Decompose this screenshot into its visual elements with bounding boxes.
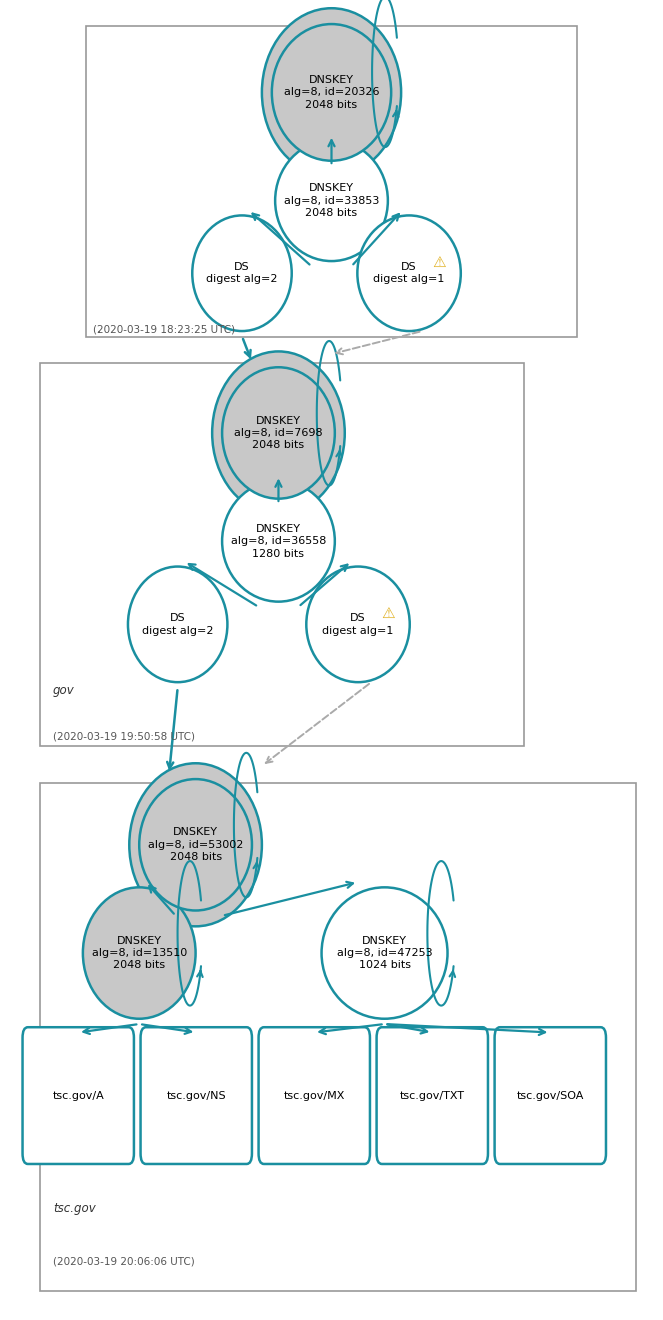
- Text: ⚠: ⚠: [432, 255, 446, 271]
- Text: DNSKEY
alg=8, id=13510
2048 bits: DNSKEY alg=8, id=13510 2048 bits: [91, 936, 187, 970]
- FancyBboxPatch shape: [40, 783, 636, 1291]
- Ellipse shape: [272, 24, 391, 161]
- Text: tsc.gov/MX: tsc.gov/MX: [284, 1090, 345, 1101]
- Ellipse shape: [192, 215, 292, 331]
- Text: tsc.gov/TXT: tsc.gov/TXT: [400, 1090, 465, 1101]
- Text: DS
digest alg=2: DS digest alg=2: [206, 263, 278, 284]
- FancyBboxPatch shape: [23, 1027, 134, 1164]
- Ellipse shape: [262, 8, 401, 177]
- Text: DS
digest alg=1: DS digest alg=1: [373, 263, 445, 284]
- Text: tsc.gov: tsc.gov: [53, 1201, 95, 1214]
- Text: DNSKEY
alg=8, id=36558
1280 bits: DNSKEY alg=8, id=36558 1280 bits: [231, 524, 326, 558]
- FancyBboxPatch shape: [259, 1027, 370, 1164]
- Ellipse shape: [275, 140, 388, 261]
- Ellipse shape: [139, 779, 252, 911]
- FancyBboxPatch shape: [86, 26, 577, 337]
- FancyBboxPatch shape: [377, 1027, 488, 1164]
- Text: tsc.gov/NS: tsc.gov/NS: [166, 1090, 226, 1101]
- Text: tsc.gov/A: tsc.gov/A: [52, 1090, 104, 1101]
- Text: ⚠: ⚠: [381, 606, 394, 622]
- Ellipse shape: [357, 215, 461, 331]
- Text: (2020-03-19 19:50:58 UTC): (2020-03-19 19:50:58 UTC): [53, 731, 195, 742]
- Ellipse shape: [129, 763, 262, 927]
- Text: DNSKEY
alg=8, id=20326
2048 bits: DNSKEY alg=8, id=20326 2048 bits: [284, 75, 379, 110]
- Text: (2020-03-19 20:06:06 UTC): (2020-03-19 20:06:06 UTC): [53, 1257, 195, 1267]
- Ellipse shape: [306, 566, 410, 682]
- Ellipse shape: [128, 566, 227, 682]
- Ellipse shape: [212, 351, 345, 515]
- FancyBboxPatch shape: [141, 1027, 252, 1164]
- FancyBboxPatch shape: [40, 363, 524, 746]
- Text: DNSKEY
alg=8, id=7698
2048 bits: DNSKEY alg=8, id=7698 2048 bits: [234, 416, 323, 450]
- Text: gov: gov: [53, 684, 75, 697]
- Text: DNSKEY
alg=8, id=33853
2048 bits: DNSKEY alg=8, id=33853 2048 bits: [284, 183, 379, 218]
- Ellipse shape: [83, 887, 196, 1019]
- Text: .: .: [96, 322, 101, 335]
- Ellipse shape: [222, 367, 335, 499]
- Text: (2020-03-19 18:23:25 UTC): (2020-03-19 18:23:25 UTC): [93, 325, 235, 335]
- Ellipse shape: [222, 480, 335, 602]
- Text: DS
digest alg=2: DS digest alg=2: [142, 614, 213, 635]
- Text: DNSKEY
alg=8, id=53002
2048 bits: DNSKEY alg=8, id=53002 2048 bits: [148, 828, 243, 862]
- Text: DNSKEY
alg=8, id=47253
1024 bits: DNSKEY alg=8, id=47253 1024 bits: [337, 936, 432, 970]
- Text: tsc.gov/SOA: tsc.gov/SOA: [516, 1090, 584, 1101]
- FancyBboxPatch shape: [495, 1027, 606, 1164]
- Text: DS
digest alg=1: DS digest alg=1: [322, 614, 394, 635]
- Ellipse shape: [322, 887, 448, 1019]
